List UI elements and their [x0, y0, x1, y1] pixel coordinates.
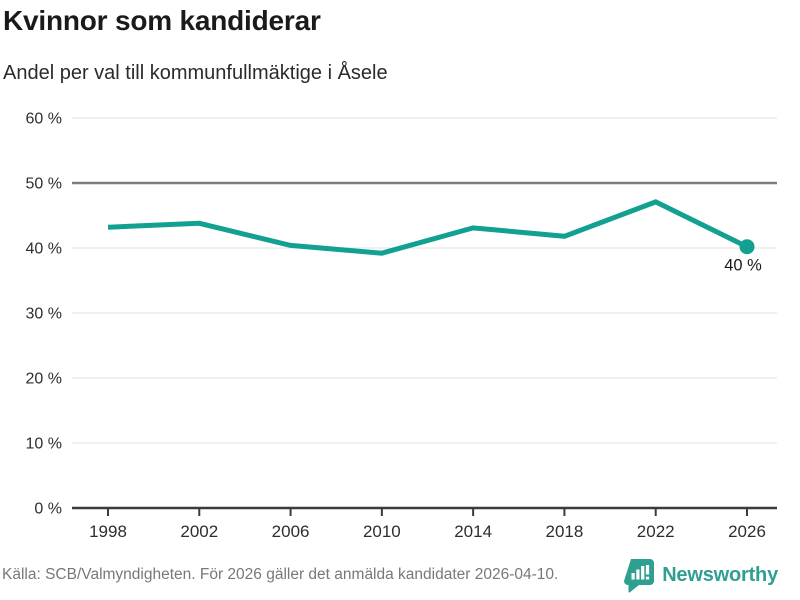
x-axis-tick-label: 2010 [363, 522, 401, 541]
x-axis-tick-label: 2022 [637, 522, 675, 541]
y-axis-tick-label: 0 % [34, 501, 62, 518]
end-point-marker [739, 239, 755, 255]
y-axis-tick-label: 30 % [26, 306, 62, 323]
end-value-label: 40 % [724, 257, 762, 275]
y-axis-tick-label: 50 % [26, 176, 62, 193]
x-axis-tick-label: 2026 [728, 522, 766, 541]
x-axis-tick-label: 2006 [272, 522, 310, 541]
newsworthy-brand-link[interactable]: Newsworthy [624, 558, 778, 593]
y-axis-tick-label: 20 % [26, 371, 62, 388]
brand-name: Newsworthy [662, 563, 778, 586]
y-axis-tick-label: 60 % [26, 111, 62, 128]
newsworthy-logo-icon [624, 558, 655, 593]
chart-subtitle: Andel per val till kommunfullmäktige i Å… [3, 62, 388, 84]
y-axis-tick-label: 10 % [26, 436, 62, 453]
y-axis-tick-label: 40 % [26, 241, 62, 258]
x-axis-tick-label: 2018 [546, 522, 584, 541]
x-axis-tick-label: 1998 [89, 522, 127, 541]
data-line-women-candidates [107, 199, 749, 256]
source-note: Källa: SCB/Valmyndigheten. För 2026 gäll… [2, 566, 559, 583]
chart-footer: Källa: SCB/Valmyndigheten. För 2026 gäll… [0, 558, 800, 600]
x-axis-tick-label: 2014 [454, 522, 492, 541]
chart-title: Kvinnor som kandiderar [3, 5, 321, 36]
x-axis-tick-label: 2002 [180, 522, 218, 541]
